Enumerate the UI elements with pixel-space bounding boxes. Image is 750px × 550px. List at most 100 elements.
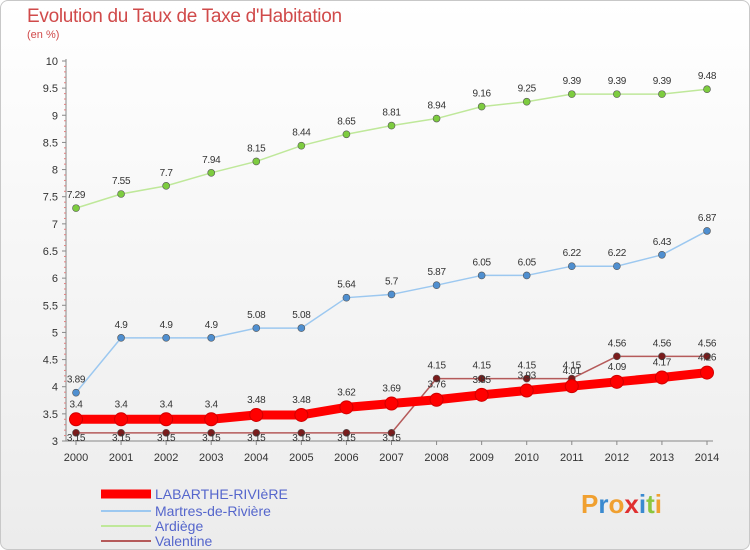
data-point bbox=[477, 374, 486, 383]
data-label: 3.85 bbox=[473, 375, 492, 386]
chart-title: Evolution du Taux de Taxe d'Habitation bbox=[27, 6, 342, 27]
data-label: 9.39 bbox=[608, 76, 627, 87]
x-tick-label: 2008 bbox=[424, 452, 448, 464]
y-tick-label: 5.5 bbox=[43, 300, 58, 312]
data-point bbox=[613, 262, 621, 271]
data-point bbox=[429, 392, 444, 407]
data-point bbox=[114, 412, 129, 427]
data-point bbox=[252, 429, 261, 437]
data-point bbox=[342, 130, 351, 139]
data-label: 4.17 bbox=[653, 357, 672, 368]
y-tick-label: 10 bbox=[46, 56, 58, 68]
logo-letter: i bbox=[638, 489, 647, 519]
data-point bbox=[519, 383, 534, 398]
data-label: 3.62 bbox=[337, 387, 356, 398]
data-label: 3.15 bbox=[292, 433, 311, 444]
logo-letter: r bbox=[598, 489, 609, 519]
x-tick-label: 2000 bbox=[64, 452, 88, 464]
data-point bbox=[162, 182, 170, 190]
data-label: 3.48 bbox=[247, 395, 266, 406]
data-point bbox=[387, 429, 396, 437]
x-tick-label: 2013 bbox=[650, 452, 674, 464]
data-label: 4.15 bbox=[473, 361, 492, 372]
logo-letter: x bbox=[624, 489, 639, 519]
y-tick-label: 7 bbox=[52, 219, 58, 231]
data-point bbox=[613, 352, 621, 361]
data-label: 3.15 bbox=[337, 433, 356, 444]
data-label: 8.94 bbox=[427, 101, 446, 112]
data-point bbox=[564, 379, 579, 394]
data-label: 9.25 bbox=[518, 84, 537, 95]
data-point bbox=[703, 227, 711, 235]
data-point bbox=[609, 374, 624, 389]
x-tick-label: 2003 bbox=[199, 452, 223, 464]
data-point bbox=[207, 169, 216, 177]
legend-label-0: LABARTHE-RIVIèRE bbox=[155, 486, 288, 502]
logo-letter: t bbox=[646, 489, 655, 519]
data-point bbox=[700, 365, 714, 380]
data-label: 9.16 bbox=[473, 89, 492, 100]
data-label: 6.87 bbox=[698, 213, 717, 224]
data-point bbox=[477, 271, 486, 280]
data-label: 6.22 bbox=[563, 248, 582, 259]
data-label: 7.7 bbox=[160, 168, 174, 179]
data-point bbox=[252, 324, 261, 332]
data-point bbox=[342, 293, 351, 302]
data-label: 4.56 bbox=[608, 338, 627, 349]
data-label: 4.9 bbox=[205, 320, 219, 331]
y-tick-label: 6.5 bbox=[43, 246, 58, 258]
data-point bbox=[339, 400, 354, 415]
data-label: 4.09 bbox=[608, 362, 627, 373]
data-point bbox=[162, 334, 170, 342]
data-label: 6.05 bbox=[518, 257, 537, 268]
data-label: 3.15 bbox=[157, 433, 176, 444]
logo-letter: i bbox=[654, 489, 662, 519]
data-point bbox=[297, 429, 306, 437]
x-tick-label: 2006 bbox=[334, 452, 358, 464]
data-label: 4.01 bbox=[563, 366, 582, 377]
legend-label-3: Valentine bbox=[155, 533, 213, 549]
data-point bbox=[477, 102, 486, 111]
data-point bbox=[249, 407, 264, 422]
data-point bbox=[567, 90, 576, 98]
data-point bbox=[658, 90, 666, 98]
data-label: 5.87 bbox=[427, 267, 446, 278]
x-tick-label: 2014 bbox=[695, 452, 719, 464]
y-tick-label: 3 bbox=[52, 436, 58, 448]
x-tick-label: 2002 bbox=[154, 452, 178, 464]
logo-letter: o bbox=[608, 489, 625, 519]
data-point bbox=[654, 370, 669, 385]
data-label: 6.43 bbox=[653, 237, 672, 248]
data-point bbox=[159, 412, 174, 427]
data-label: 3.4 bbox=[69, 399, 83, 410]
x-tick-label: 2007 bbox=[379, 452, 403, 464]
data-point bbox=[72, 429, 80, 437]
chart-subtitle: (en %) bbox=[27, 29, 60, 41]
y-tick-label: 8.5 bbox=[43, 137, 58, 149]
data-point bbox=[117, 334, 125, 342]
data-label: 8.65 bbox=[337, 116, 356, 127]
y-tick-label: 4 bbox=[52, 382, 58, 394]
data-label: 9.39 bbox=[563, 76, 582, 87]
data-point bbox=[432, 281, 441, 290]
legend-label-1: Martres-de-Rivière bbox=[155, 503, 271, 519]
data-label: 3.4 bbox=[205, 399, 219, 410]
y-tick-label: 9.5 bbox=[43, 83, 58, 95]
data-label: 4.56 bbox=[698, 338, 717, 349]
data-point bbox=[613, 90, 621, 98]
data-label: 3.4 bbox=[160, 399, 174, 410]
data-point bbox=[522, 374, 531, 383]
data-label: 3.15 bbox=[247, 433, 266, 444]
legend-label-2: Ardiège bbox=[155, 518, 203, 534]
data-point bbox=[204, 412, 219, 427]
data-label: 4.15 bbox=[563, 361, 582, 372]
data-label: 5.08 bbox=[247, 310, 266, 321]
data-point bbox=[522, 271, 531, 280]
data-label: 3.15 bbox=[67, 433, 86, 444]
y-tick-label: 8 bbox=[52, 165, 58, 177]
data-point bbox=[703, 85, 711, 94]
data-label: 4.9 bbox=[160, 320, 174, 331]
data-label: 9.48 bbox=[698, 71, 717, 82]
data-label: 3.15 bbox=[112, 433, 131, 444]
